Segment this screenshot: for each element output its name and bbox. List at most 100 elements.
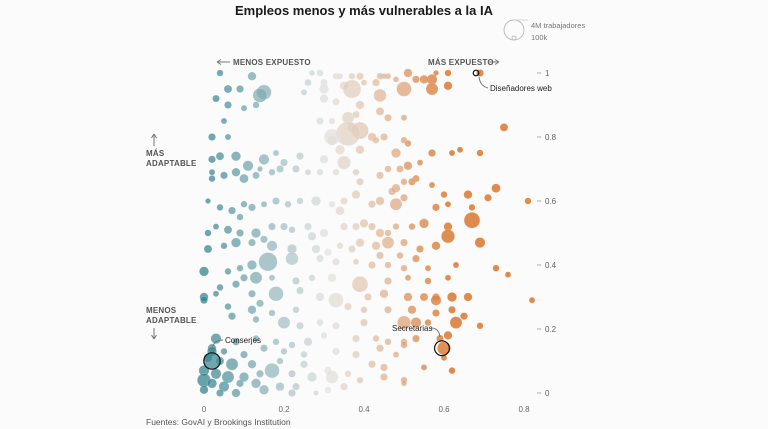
bubble-point <box>335 144 345 155</box>
bubble-point <box>311 196 321 206</box>
y-tick-label: 0.6 <box>545 197 557 206</box>
bubble-point <box>384 261 392 269</box>
bubble-point <box>205 198 211 204</box>
bubble-point <box>360 79 368 86</box>
bubble-point <box>428 181 436 189</box>
down-arrow-icon <box>151 328 157 340</box>
bubble-point <box>300 351 308 359</box>
bubble-point <box>248 203 256 212</box>
bubble-point <box>380 133 388 141</box>
bubble-point <box>444 274 452 282</box>
bubble-point <box>239 372 249 382</box>
y-note-bottom-1: MENOS <box>146 306 177 315</box>
bubble-point <box>504 271 512 278</box>
bubble-point <box>400 178 408 186</box>
y-tick-label: 0.4 <box>545 261 557 270</box>
bubble-point <box>335 205 345 216</box>
bubble-point <box>332 321 340 330</box>
bubble-point <box>313 390 319 396</box>
bubble-point <box>252 101 260 109</box>
bubble-point <box>292 382 300 391</box>
bubble-point <box>260 200 268 208</box>
bubble-point <box>391 148 401 158</box>
bubble-point <box>400 114 408 122</box>
bubble-point <box>342 79 362 99</box>
bubble-point <box>232 280 240 289</box>
bubble-point <box>430 294 442 306</box>
bubble-point <box>396 251 404 259</box>
bubble-point <box>456 146 464 154</box>
bubble-point <box>300 88 308 96</box>
bubble-point <box>257 166 263 172</box>
y-tick-label: 0 <box>545 389 550 398</box>
bubble-point <box>240 273 248 282</box>
bubble-point <box>463 292 473 302</box>
bubble-point <box>376 72 384 80</box>
bubble-point <box>315 292 325 302</box>
bubble-point <box>407 305 417 315</box>
bubble-point <box>463 212 481 229</box>
bubble-point <box>236 229 244 237</box>
bubble-point <box>236 213 244 221</box>
bubble-point <box>404 274 412 282</box>
bubble-point <box>319 84 329 94</box>
bubble-point <box>231 167 241 177</box>
bubble-point <box>355 100 365 110</box>
bubble-point <box>268 309 276 317</box>
bubble-point <box>400 264 408 272</box>
bubble-point <box>376 171 384 180</box>
bubble-point <box>360 318 368 327</box>
bubble-point <box>372 136 380 144</box>
y-note-top-1: MÁS <box>146 149 165 158</box>
bubble-point <box>433 70 439 76</box>
bubble-point <box>212 223 220 230</box>
bubble-point <box>252 88 268 103</box>
bubble-point <box>424 277 432 285</box>
bubble-point <box>371 241 381 251</box>
bubble-point <box>379 289 389 299</box>
bubble-point <box>460 312 468 321</box>
bubble-point <box>216 203 224 211</box>
bubble-point <box>384 113 392 122</box>
bubble-point <box>308 274 316 282</box>
bubble-point <box>380 363 388 372</box>
bubble-point <box>441 229 455 244</box>
bubble-point <box>327 273 337 283</box>
bubble-point <box>368 360 376 369</box>
bubble-point <box>375 107 385 116</box>
bubble-point <box>400 238 408 247</box>
bubble-point <box>304 222 312 231</box>
bubble-point <box>210 368 222 380</box>
bubble-point <box>463 190 473 200</box>
legend-large-label: 4M trabajadores <box>531 21 585 30</box>
bubble-point <box>392 76 400 83</box>
bubble-point <box>425 82 439 96</box>
bubble-point <box>352 258 360 266</box>
bubble-point <box>239 173 249 184</box>
bubble-point <box>231 237 241 248</box>
bubble-point <box>400 341 408 349</box>
bubble-point <box>447 292 457 302</box>
bubble-point <box>403 292 413 302</box>
bubble-point <box>528 296 536 304</box>
bubble-point <box>316 319 324 327</box>
up-arrow-icon <box>151 133 157 146</box>
bubble-point <box>344 370 352 378</box>
bubble-point <box>328 200 336 208</box>
bubble-point <box>412 75 420 84</box>
bubble-point <box>392 223 400 231</box>
bubble-point <box>216 283 224 291</box>
bubble-point <box>332 97 340 106</box>
x-tick-label: 0.8 <box>518 405 530 414</box>
bubble-point <box>326 134 338 146</box>
bubble-point <box>292 165 300 173</box>
bubble-point <box>432 309 440 317</box>
bubble-point <box>236 85 244 93</box>
bubble-point <box>203 244 213 254</box>
bubble-point <box>236 264 244 272</box>
bubble-point <box>340 382 348 391</box>
bubble-point <box>384 305 392 314</box>
bubble-point <box>284 200 292 208</box>
y-tick-label: 0.2 <box>545 325 557 334</box>
